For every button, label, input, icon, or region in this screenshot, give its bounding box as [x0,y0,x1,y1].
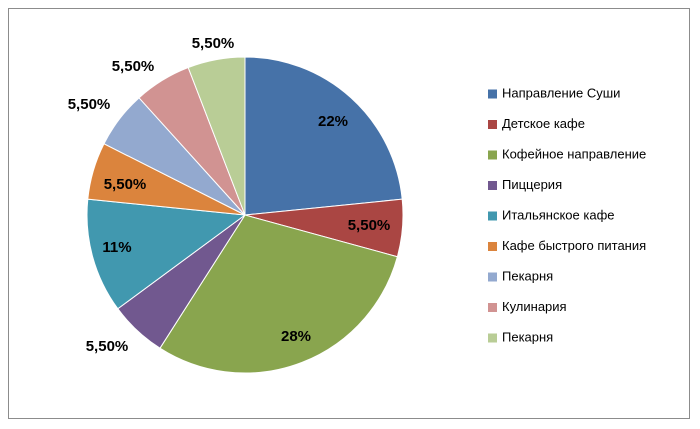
legend-swatch [488,272,497,282]
data-label: 28% [281,328,311,345]
legend-label: Пекарня [502,268,553,283]
legend-label: Кафе быстрого питания [502,238,646,253]
data-label: 5,50% [86,338,129,355]
legend-swatch [488,150,497,160]
legend-swatch [488,89,497,99]
legend-label: Пекарня [502,329,553,344]
data-label: 5,50% [192,35,235,52]
data-label: 5,50% [104,176,147,193]
data-label: 11% [102,239,131,256]
data-label: 5,50% [68,96,111,113]
legend: Направление Суши Детское кафе Кофейное нап… [488,85,646,344]
legend-label: Итальянское кафе [502,207,615,222]
pie-slice [86,198,247,310]
pie-slice [244,56,403,216]
legend-swatch [488,242,497,251]
legend-swatch [488,120,497,129]
legend-swatch [488,333,497,343]
pie-slice [159,214,399,374]
legend-swatch [488,303,497,312]
legend-label: Направление Суши [502,85,620,100]
pie-slice [187,56,246,216]
data-label: 22% [318,113,348,130]
pie-slices [86,56,404,374]
legend-label: Кулинария [502,299,567,314]
data-label: 5,50% [348,217,391,234]
legend-swatch [488,211,497,221]
data-label: 5,50% [112,58,155,75]
legend-label: Пиццерия [502,177,562,192]
legend-label: Кофейное направление [502,146,646,161]
legend-swatch [488,181,497,190]
slice-labels: 22% 5,50% 28% 5,50% 11% 5,50% 5,50% 5,50% 5,50% [68,35,391,355]
legend-label: Детское кафе [502,116,585,131]
